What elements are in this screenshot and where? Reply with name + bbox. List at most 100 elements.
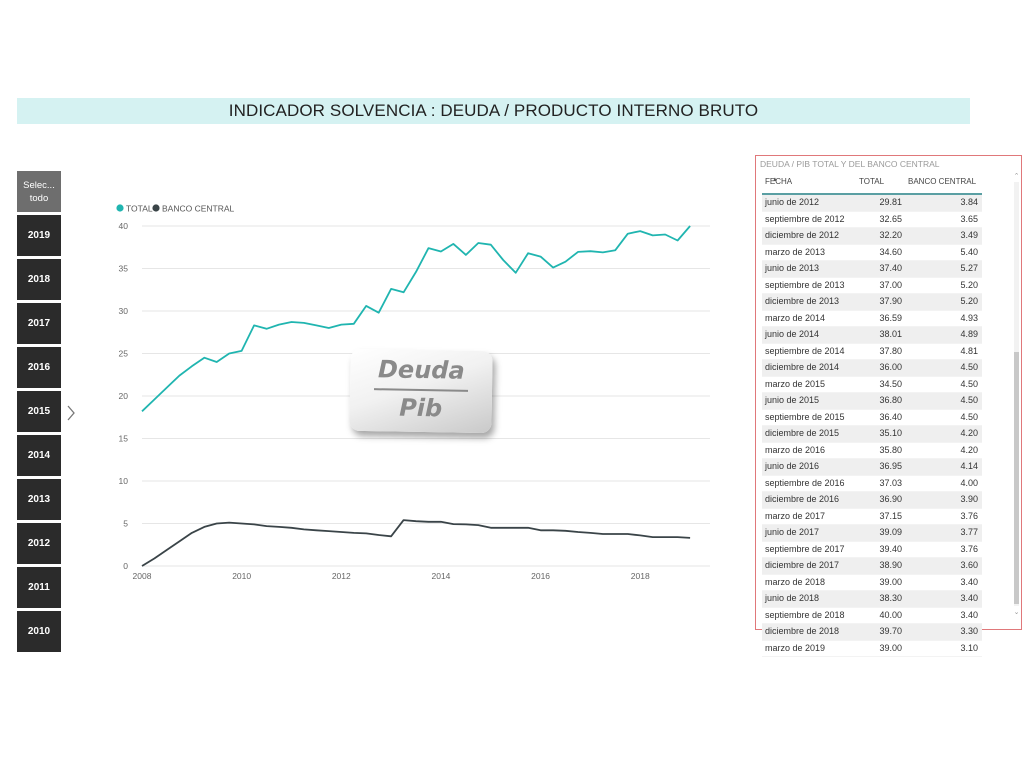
- cell-banco-central: 4.14: [960, 461, 978, 471]
- cell-total: 39.70: [879, 626, 902, 636]
- cell-banco-central: 3.90: [960, 494, 978, 504]
- cell-fecha: junio de 2012: [765, 197, 820, 207]
- cell-total: 36.00: [879, 362, 902, 372]
- cell-banco-central: 4.93: [960, 312, 978, 323]
- cell-total: 39.00: [879, 642, 902, 653]
- table-row[interactable]: marzo de 2016 35.80 4.20: [762, 443, 982, 459]
- table-row[interactable]: septiembre de 2013 37.00 5.20: [762, 278, 982, 294]
- slicer-year-2013[interactable]: 2013: [17, 479, 61, 520]
- table-row[interactable]: diciembre de 2016 36.90 3.90: [762, 492, 982, 509]
- cell-total: 40.00: [879, 609, 902, 620]
- cell-fecha: diciembre de 2016: [765, 494, 840, 504]
- table-row[interactable]: marzo de 2013 34.60 5.40: [762, 245, 982, 261]
- cell-fecha: marzo de 2013: [765, 246, 826, 257]
- slicer-year-2019[interactable]: 2019: [17, 215, 61, 256]
- cell-fecha: septiembre de 2016: [765, 477, 845, 488]
- cell-banco-central: 5.27: [960, 263, 978, 273]
- table-row[interactable]: septiembre de 2015 36.40 4.50: [762, 410, 982, 426]
- col-header-total[interactable]: TOTAL: [859, 177, 885, 186]
- table-row[interactable]: marzo de 2019 39.00 3.10: [762, 641, 982, 657]
- table-row[interactable]: junio de 2012 29.81 3.84: [762, 195, 982, 212]
- slicer-year-2018[interactable]: 2018: [17, 259, 61, 300]
- chevron-right-icon[interactable]: [66, 404, 76, 422]
- cell-banco-central: 4.00: [960, 477, 978, 488]
- table-row[interactable]: junio de 2015 36.80 4.50: [762, 393, 982, 410]
- table-row[interactable]: diciembre de 2017 38.90 3.60: [762, 558, 982, 575]
- slicer-year-2011[interactable]: 2011: [17, 567, 61, 608]
- y-tick-label: 40: [119, 221, 129, 231]
- cell-fecha: septiembre de 2014: [765, 345, 845, 356]
- table-row[interactable]: diciembre de 2015 35.10 4.20: [762, 426, 982, 443]
- table-row[interactable]: diciembre de 2012 32.20 3.49: [762, 228, 982, 245]
- cell-total: 39.40: [879, 543, 902, 554]
- cell-banco-central: 4.20: [960, 428, 978, 438]
- cell-fecha: marzo de 2018: [765, 576, 826, 587]
- table-row[interactable]: marzo de 2017 37.15 3.76: [762, 509, 982, 525]
- scrollbar-thumb[interactable]: [1014, 352, 1019, 604]
- cell-fecha: diciembre de 2014: [765, 362, 840, 372]
- table-row[interactable]: septiembre de 2018 40.00 3.40: [762, 608, 982, 624]
- col-header-fecha[interactable]: FECHA: [765, 177, 793, 186]
- table-row[interactable]: septiembre de 2014 37.80 4.81: [762, 344, 982, 360]
- cell-total: 36.80: [879, 395, 902, 405]
- legend-marker: [152, 204, 160, 212]
- legend-label: BANCO CENTRAL: [162, 204, 235, 214]
- y-tick-label: 0: [123, 561, 128, 571]
- cell-total: 35.10: [879, 428, 902, 438]
- cell-fecha: marzo de 2014: [765, 312, 826, 323]
- cell-fecha: septiembre de 2012: [765, 213, 845, 224]
- table-body: junio de 2012 29.81 3.84 septiembre de 2012…: [762, 195, 982, 657]
- table-row[interactable]: marzo de 2014 36.59 4.93: [762, 311, 982, 327]
- scroll-down-icon[interactable]: ⌄: [1013, 609, 1020, 616]
- cell-fecha: septiembre de 2015: [765, 411, 845, 422]
- cell-banco-central: 4.50: [960, 362, 978, 372]
- cell-fecha: diciembre de 2018: [765, 626, 840, 636]
- cell-total: 37.03: [879, 477, 902, 488]
- y-tick-label: 15: [119, 434, 129, 444]
- cell-total: 37.00: [879, 279, 902, 290]
- cell-total: 36.59: [879, 312, 902, 323]
- table-row[interactable]: junio de 2014 38.01 4.89: [762, 327, 982, 344]
- col-header-banco-central[interactable]: BANCO CENTRAL: [908, 177, 977, 186]
- table-row[interactable]: marzo de 2018 39.00 3.40: [762, 575, 982, 591]
- table-row[interactable]: junio de 2018 38.30 3.40: [762, 591, 982, 608]
- slicer-year-2016[interactable]: 2016: [17, 347, 61, 388]
- cell-banco-central: 4.50: [960, 395, 978, 405]
- table-row[interactable]: junio de 2016 36.95 4.14: [762, 459, 982, 476]
- cell-banco-central: 5.40: [960, 246, 978, 257]
- cell-banco-central: 3.76: [960, 510, 978, 521]
- slicer-select-all[interactable]: Selec... todo: [17, 171, 61, 212]
- legend-label: TOTAL: [126, 204, 153, 214]
- cell-total: 37.40: [879, 263, 902, 273]
- table-row[interactable]: diciembre de 2018 39.70 3.30: [762, 624, 982, 641]
- table-row[interactable]: septiembre de 2012 32.65 3.65: [762, 212, 982, 228]
- series-line-banco-central: [141, 519, 691, 567]
- scroll-up-icon[interactable]: ⌃: [1013, 173, 1020, 180]
- slicer-year-2014[interactable]: 2014: [17, 435, 61, 476]
- cell-total: 34.60: [879, 246, 902, 257]
- page-title-text: INDICADOR SOLVENCIA : DEUDA / PRODUCTO I…: [228, 101, 759, 120]
- table-row[interactable]: septiembre de 2016 37.03 4.00: [762, 476, 982, 492]
- cell-fecha: diciembre de 2012: [765, 230, 840, 240]
- cell-banco-central: 4.50: [960, 378, 978, 389]
- slicer-year-2012[interactable]: 2012: [17, 523, 61, 564]
- table-row[interactable]: diciembre de 2014 36.00 4.50: [762, 360, 982, 377]
- y-tick-label: 20: [119, 391, 129, 401]
- table-scrollbar[interactable]: ⌃ ⌄: [1013, 172, 1020, 620]
- cell-fecha: septiembre de 2017: [765, 543, 845, 554]
- table-row[interactable]: junio de 2017 39.09 3.77: [762, 525, 982, 542]
- cell-fecha: marzo de 2016: [765, 444, 826, 455]
- slicer-year-2015[interactable]: 2015: [17, 391, 61, 432]
- cell-banco-central: 3.77: [960, 527, 978, 537]
- slicer-year-2017[interactable]: 2017: [17, 303, 61, 344]
- table-row[interactable]: marzo de 2015 34.50 4.50: [762, 377, 982, 393]
- table-row[interactable]: septiembre de 2017 39.40 3.76: [762, 542, 982, 558]
- table-row[interactable]: diciembre de 2013 37.90 5.20: [762, 294, 982, 311]
- cell-total: 34.50: [879, 378, 902, 389]
- table-row[interactable]: junio de 2013 37.40 5.27: [762, 261, 982, 278]
- cell-fecha: septiembre de 2018: [765, 609, 845, 620]
- slicer-year-2010[interactable]: 2010: [17, 611, 61, 652]
- logo-top-text: Deuda: [377, 355, 465, 385]
- table-header: FECHA ▲ TOTAL BANCO CENTRAL: [762, 175, 982, 195]
- cell-fecha: marzo de 2017: [765, 510, 826, 521]
